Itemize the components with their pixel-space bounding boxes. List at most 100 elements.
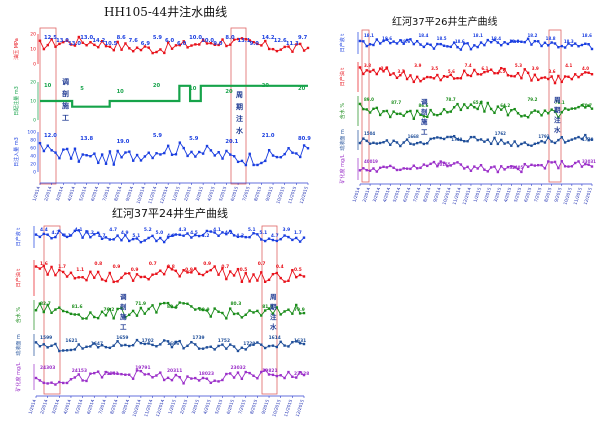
series-marker	[537, 78, 540, 82]
series-marker	[419, 113, 422, 116]
series-marker	[128, 150, 131, 153]
series-marker	[530, 79, 533, 82]
series-marker	[456, 102, 459, 106]
series-marker	[77, 160, 81, 163]
series-marker	[182, 302, 185, 305]
data-label: 10	[117, 89, 125, 95]
series-marker	[213, 379, 216, 382]
x-tick-label: 10/2015	[275, 186, 286, 205]
chart-honghe37-ping26: 红河37平26井生产曲线 日产液 t 18.1 18.6 18.6 18.4 18.5 18…	[330, 12, 600, 212]
series-marker	[405, 138, 409, 141]
series-marker	[550, 41, 553, 44]
y-tick-label: 0	[33, 170, 36, 176]
series-marker	[279, 237, 282, 241]
series-marker	[547, 160, 550, 163]
series-marker	[560, 80, 563, 84]
series-marker	[516, 144, 520, 148]
series-marker	[236, 235, 240, 239]
series-marker	[69, 271, 73, 274]
series-marker	[46, 233, 49, 236]
series-marker	[587, 43, 590, 46]
series-marker	[422, 163, 426, 166]
x-tick-label: 11/2014	[147, 186, 158, 205]
series-line	[40, 84, 308, 108]
series-marker	[201, 273, 205, 277]
series-marker	[399, 112, 402, 115]
series-marker	[229, 343, 232, 346]
series-marker	[124, 316, 127, 319]
series-marker	[221, 38, 224, 41]
series-marker	[584, 71, 587, 74]
data-label: 18.2	[528, 33, 538, 38]
series-marker	[213, 43, 216, 46]
series-marker	[81, 379, 84, 382]
series-marker	[298, 371, 302, 374]
series-marker	[112, 344, 115, 347]
series-marker	[590, 138, 594, 141]
series-marker	[526, 37, 530, 40]
series-marker	[577, 160, 580, 163]
series-marker	[225, 372, 228, 376]
data-label: 3.7	[398, 69, 405, 74]
series-marker	[139, 48, 143, 52]
series-marker	[510, 144, 513, 147]
data-label: 18.6	[582, 33, 592, 38]
series-marker	[466, 165, 469, 169]
series-marker	[365, 108, 368, 111]
series-marker	[81, 317, 84, 320]
series-marker	[174, 306, 178, 309]
series-marker	[120, 344, 123, 347]
series-marker	[65, 310, 69, 314]
data-label: 13.0	[80, 35, 93, 41]
series-marker	[395, 42, 399, 45]
x-tick-label: 7/2014	[101, 186, 111, 202]
series-marker	[526, 165, 530, 168]
series-marker	[100, 310, 104, 313]
data-label: 4.9	[121, 230, 129, 236]
series-marker	[291, 375, 294, 378]
series-marker	[275, 49, 279, 53]
series-marker	[260, 44, 263, 47]
series-marker	[205, 377, 209, 380]
series-marker	[194, 43, 197, 46]
x-tick-label: 6/2015	[230, 186, 240, 202]
data-label: 21.0	[262, 133, 275, 139]
series-marker	[402, 70, 405, 73]
series-marker	[100, 376, 104, 379]
series-marker	[590, 47, 594, 51]
series-marker	[124, 343, 127, 347]
series-marker	[112, 48, 115, 52]
data-label: 1.1	[76, 267, 84, 273]
series-marker	[580, 137, 584, 141]
x-tick-label: 9/2014	[432, 187, 442, 203]
series-marker	[516, 39, 520, 43]
data-label: 70.7	[582, 103, 592, 108]
series-marker	[279, 340, 282, 344]
series-marker	[81, 41, 84, 44]
series-marker	[120, 276, 123, 279]
series-marker	[533, 109, 537, 112]
series-marker	[197, 272, 201, 276]
x-tick-label: 12/2014	[159, 186, 170, 205]
series-marker	[557, 46, 560, 49]
y-tick-label: 0	[33, 62, 36, 68]
series-marker	[563, 141, 567, 144]
data-label: 10.0	[201, 38, 214, 44]
series-marker	[439, 78, 442, 82]
series-marker	[436, 42, 439, 46]
series-marker	[143, 155, 147, 158]
series-marker	[69, 348, 73, 352]
series-marker	[442, 108, 446, 111]
series-marker	[520, 142, 523, 146]
series-marker	[446, 75, 449, 79]
series-marker	[409, 109, 412, 113]
series-marker	[42, 47, 46, 51]
series-marker	[135, 314, 139, 317]
series-marker	[429, 108, 432, 112]
series-marker	[248, 309, 251, 312]
series-marker	[543, 76, 547, 79]
series-marker	[34, 265, 38, 268]
series-marker	[58, 229, 61, 232]
series-marker	[89, 155, 92, 158]
series-marker	[543, 109, 547, 112]
